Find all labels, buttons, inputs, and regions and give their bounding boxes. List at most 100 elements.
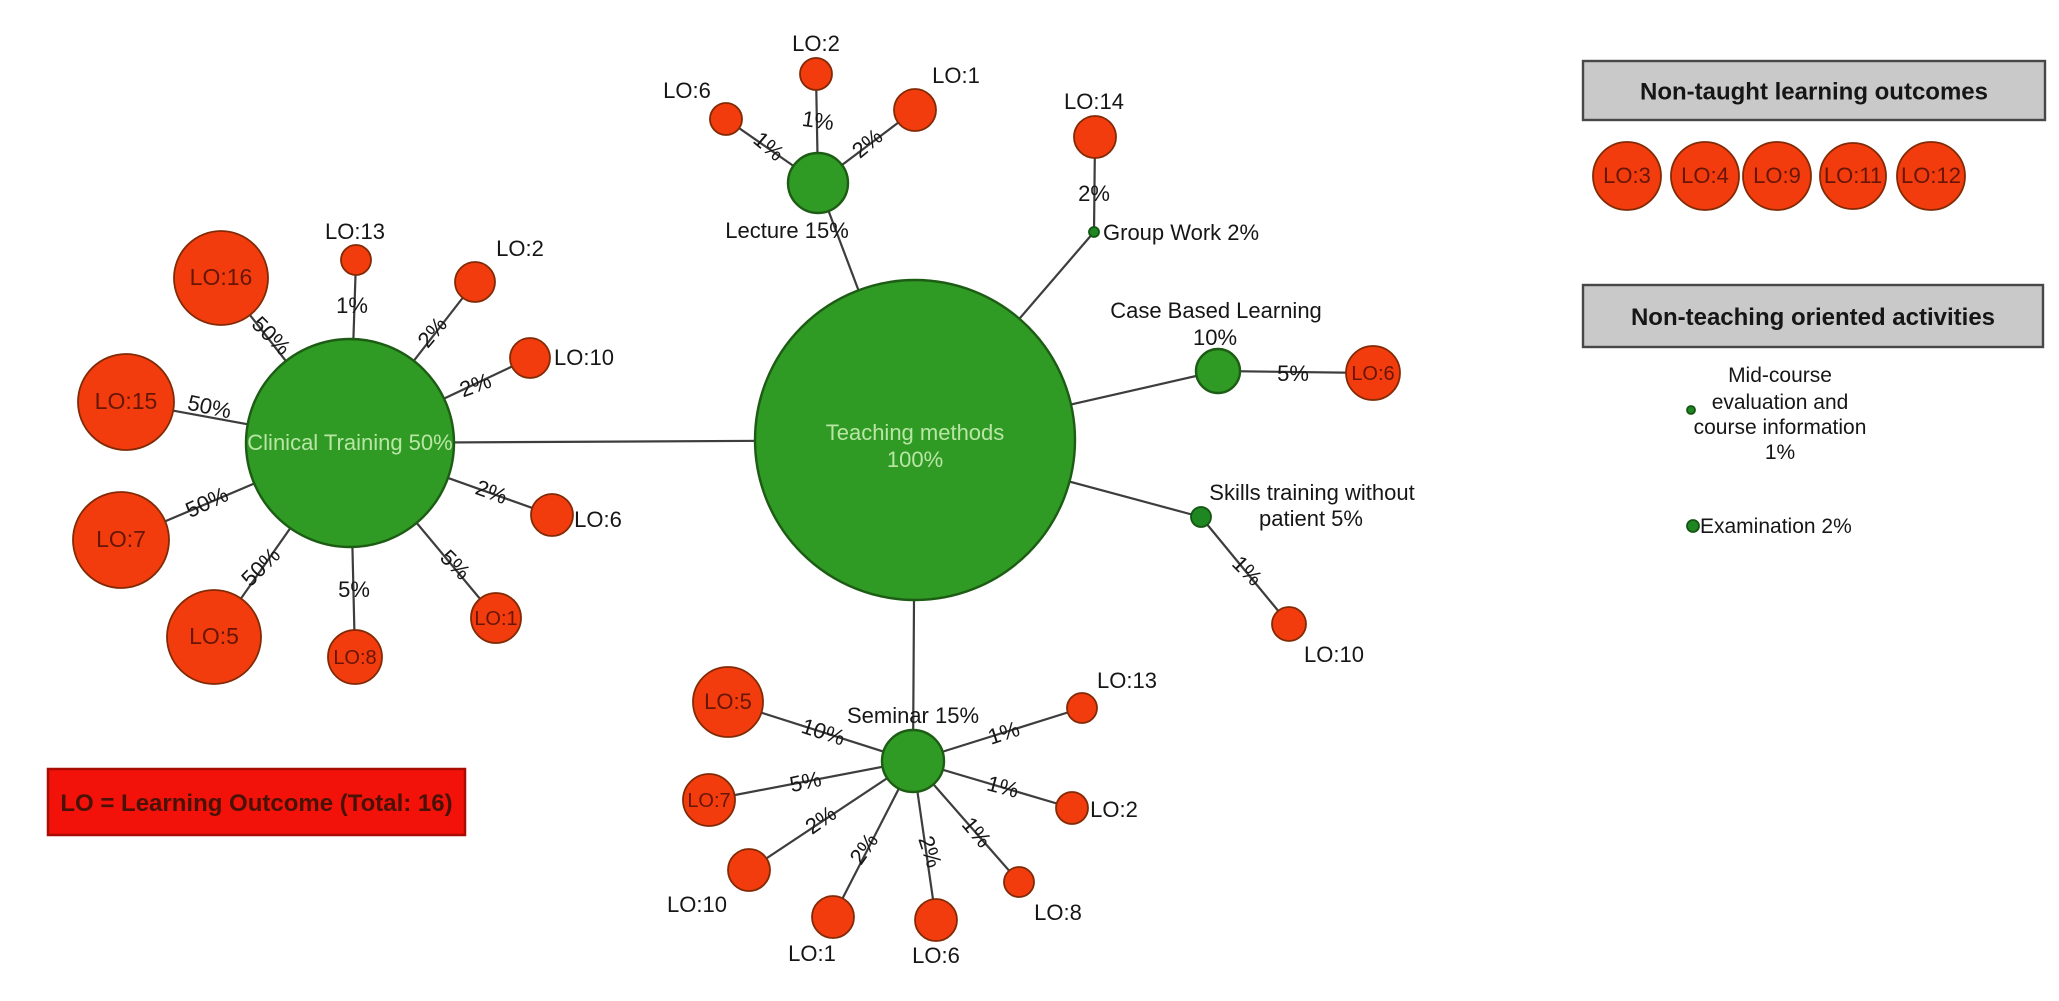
pct-clinical-lo13: 1% bbox=[336, 293, 368, 318]
pct-lecture-lo2: 1% bbox=[801, 106, 836, 135]
node-cl-lo6 bbox=[530, 493, 574, 537]
node-clinical bbox=[244, 337, 456, 549]
clinical-lo6-label: LO:6 bbox=[574, 507, 622, 532]
node-nt-lo9-text: LO:9 bbox=[1753, 163, 1801, 188]
edge-skills-sk-lo10 bbox=[1200, 516, 1290, 625]
pct-clinical-lo16: 50% bbox=[247, 311, 296, 360]
node-cl-lo15 bbox=[77, 353, 175, 451]
node-cl-lo10 bbox=[509, 337, 551, 379]
node-midcourse-dot bbox=[1686, 405, 1696, 415]
pct-seminar-lo2: 1% bbox=[984, 771, 1021, 803]
non-taught-learning-outcomes-title: Non-taught learning outcomes bbox=[1640, 79, 1988, 106]
lecture-lo2-label: LO:2 bbox=[792, 31, 840, 56]
node-sem-lo5-text: LO:5 bbox=[704, 689, 752, 714]
skills-label-line2: patient 5% bbox=[1259, 506, 1363, 531]
node-cl-lo2 bbox=[454, 261, 496, 303]
node-nt-lo3-text: LO:3 bbox=[1603, 163, 1651, 188]
node-sem-lo7-text: LO:7 bbox=[687, 790, 730, 812]
lecture-lo6-label: LO:6 bbox=[663, 78, 711, 103]
node-skills bbox=[1190, 506, 1212, 528]
non-taught-learning-outcomes-header bbox=[1581, 59, 2047, 122]
mid-course-line-2: evaluation and bbox=[1712, 391, 1849, 414]
pct-seminar-lo5: 10% bbox=[799, 713, 849, 750]
node-cl-lo1-text: LO:1 bbox=[474, 608, 517, 630]
node-sem-lo13 bbox=[1066, 692, 1098, 724]
node-sem-lo8 bbox=[1003, 866, 1035, 898]
non-teaching-oriented-activities-header bbox=[1581, 283, 2045, 349]
pct-lecture-lo6: 1% bbox=[749, 126, 789, 166]
pct-seminar-lo10: 2% bbox=[801, 800, 841, 839]
pct-seminar-lo13: 1% bbox=[985, 716, 1023, 750]
seminar-lo13-label: LO:13 bbox=[1097, 668, 1157, 693]
node-cl-lo5 bbox=[166, 589, 262, 685]
node-cbl-lo6-text: LO:6 bbox=[1351, 363, 1394, 385]
pct-clinical-lo10: 2% bbox=[456, 368, 494, 402]
clinical-lo10-label: LO:10 bbox=[554, 345, 614, 370]
node-lec-lo6 bbox=[709, 102, 743, 136]
seminar-label: Seminar 15% bbox=[847, 703, 979, 728]
node-teaching bbox=[753, 278, 1077, 602]
node-teaching-text: Teaching methods bbox=[826, 420, 1005, 445]
pct-seminar-lo1: 2% bbox=[844, 829, 883, 869]
node-lecture bbox=[786, 151, 850, 215]
non-teaching-oriented-activities-title: Non-teaching oriented activities bbox=[1631, 304, 1995, 331]
node-cl-lo7-text: LO:7 bbox=[96, 526, 146, 552]
pct-clinical-lo15: 50% bbox=[185, 390, 233, 424]
node-lec-lo2 bbox=[799, 57, 833, 91]
legend-box bbox=[46, 767, 467, 837]
node-sem-lo10 bbox=[727, 848, 771, 892]
pct-lo14: 2% bbox=[1078, 181, 1110, 206]
node-cl-lo16 bbox=[173, 230, 269, 326]
legend-label: LO = Learning Outcome (Total: 16) bbox=[60, 790, 452, 817]
edge-seminar-sem-lo7 bbox=[708, 759, 914, 802]
pct-cbl-lo6: 5% bbox=[1277, 361, 1309, 386]
node-cbl-lo6 bbox=[1345, 345, 1401, 401]
seminar-lo1-label: LO:1 bbox=[788, 941, 836, 966]
node-nt-lo12 bbox=[1896, 141, 1966, 211]
edge-seminar-sem-lo10 bbox=[748, 760, 914, 871]
node-nt-lo4-text: LO:4 bbox=[1681, 163, 1729, 188]
pct-clinical-lo1: 5% bbox=[435, 545, 475, 585]
node-teaching-text: 100% bbox=[887, 447, 943, 472]
mid-course-line-4: 1% bbox=[1765, 441, 1795, 464]
cbl-label-line2: 10% bbox=[1193, 325, 1237, 350]
node-cl-lo15-text: LO:15 bbox=[95, 388, 158, 414]
skills-label-line1: Skills training without bbox=[1209, 480, 1414, 505]
pct-clinical-lo8: 5% bbox=[338, 577, 370, 602]
node-sem-lo2 bbox=[1055, 791, 1089, 825]
node-nt-lo3 bbox=[1592, 141, 1662, 211]
node-cl-lo1 bbox=[470, 592, 522, 644]
node-sk-lo10 bbox=[1271, 606, 1307, 642]
seminar-lo10-label: LO:10 bbox=[667, 892, 727, 917]
node-lo14 bbox=[1073, 115, 1117, 159]
groupwork-label: Group Work 2% bbox=[1103, 220, 1259, 245]
seminar-lo8-label: LO:8 bbox=[1034, 900, 1082, 925]
seminar-lo6-label: LO:6 bbox=[912, 943, 960, 968]
node-lec-lo1 bbox=[893, 88, 937, 132]
node-nt-lo12-text: LO:12 bbox=[1901, 163, 1961, 188]
seminar-lo2-label: LO:2 bbox=[1090, 797, 1138, 822]
pct-clinical-lo5: 50% bbox=[236, 542, 285, 591]
examination-label: Examination 2% bbox=[1700, 515, 1852, 538]
pct-seminar-lo6: 2% bbox=[913, 833, 947, 871]
node-groupwork bbox=[1088, 226, 1100, 238]
node-cl-lo8 bbox=[327, 629, 383, 685]
clinical-lo13-label: LO:13 bbox=[325, 219, 385, 244]
lo14-label: LO:14 bbox=[1064, 89, 1124, 114]
node-nt-lo11-text: LO:11 bbox=[1824, 163, 1882, 188]
node-cbl bbox=[1194, 347, 1242, 395]
clinical-lo2-label: LO:2 bbox=[496, 236, 544, 261]
node-cl-lo16-text: LO:16 bbox=[190, 264, 253, 290]
node-cl-lo7 bbox=[72, 491, 170, 589]
mid-course-line-1: Mid-course bbox=[1728, 364, 1832, 387]
node-sem-lo7 bbox=[682, 773, 736, 827]
cbl-label-line1: Case Based Learning bbox=[1110, 298, 1322, 323]
mid-course-line-3: course information bbox=[1694, 416, 1867, 439]
skills-lo10-label: LO:10 bbox=[1304, 642, 1364, 667]
pct-clinical-lo7: 50% bbox=[182, 482, 232, 523]
pct-seminar-lo7: 5% bbox=[787, 766, 823, 797]
node-sem-lo5 bbox=[692, 666, 764, 738]
node-sem-lo1 bbox=[811, 895, 855, 939]
